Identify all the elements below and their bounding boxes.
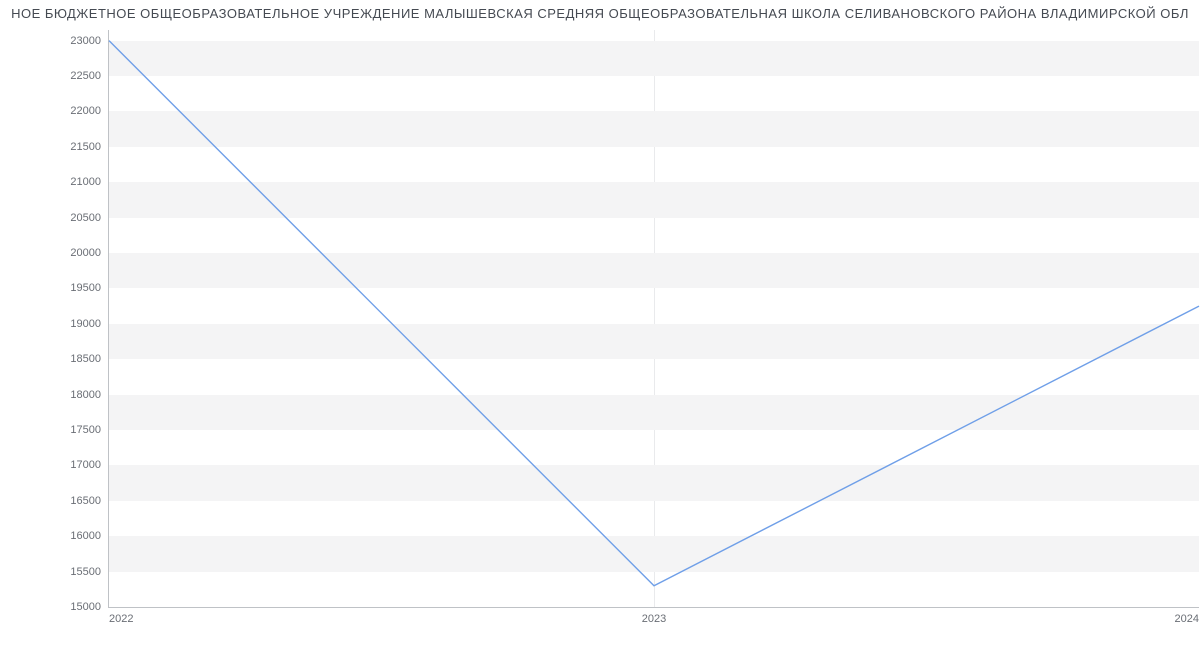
- y-tick-label: 21000: [70, 176, 101, 188]
- series-line: [109, 41, 1199, 586]
- x-tick-label: 2024: [1175, 613, 1199, 625]
- y-tick-label: 23000: [70, 35, 101, 47]
- y-tick-label: 19500: [70, 282, 101, 294]
- y-tick-label: 18500: [70, 353, 101, 365]
- plot-area: 1500015500160001650017000175001800018500…: [108, 30, 1199, 608]
- y-tick-label: 17500: [70, 424, 101, 436]
- y-tick-label: 19000: [70, 318, 101, 330]
- y-tick-label: 16000: [70, 530, 101, 542]
- y-tick-label: 18000: [70, 389, 101, 401]
- y-tick-label: 22500: [70, 70, 101, 82]
- x-tick-label: 2023: [642, 613, 666, 625]
- y-tick-label: 15500: [70, 566, 101, 578]
- y-tick-label: 20500: [70, 212, 101, 224]
- y-tick-label: 15000: [70, 601, 101, 613]
- chart-title: НОЕ БЮДЖЕТНОЕ ОБЩЕОБРАЗОВАТЕЛЬНОЕ УЧРЕЖД…: [0, 6, 1200, 21]
- line-series: [109, 30, 1199, 607]
- x-tick-label: 2022: [109, 613, 133, 625]
- y-tick-label: 22000: [70, 105, 101, 117]
- y-tick-label: 20000: [70, 247, 101, 259]
- y-tick-label: 21500: [70, 141, 101, 153]
- y-tick-label: 16500: [70, 495, 101, 507]
- line-chart: НОЕ БЮДЖЕТНОЕ ОБЩЕОБРАЗОВАТЕЛЬНОЕ УЧРЕЖД…: [0, 0, 1200, 650]
- y-tick-label: 17000: [70, 459, 101, 471]
